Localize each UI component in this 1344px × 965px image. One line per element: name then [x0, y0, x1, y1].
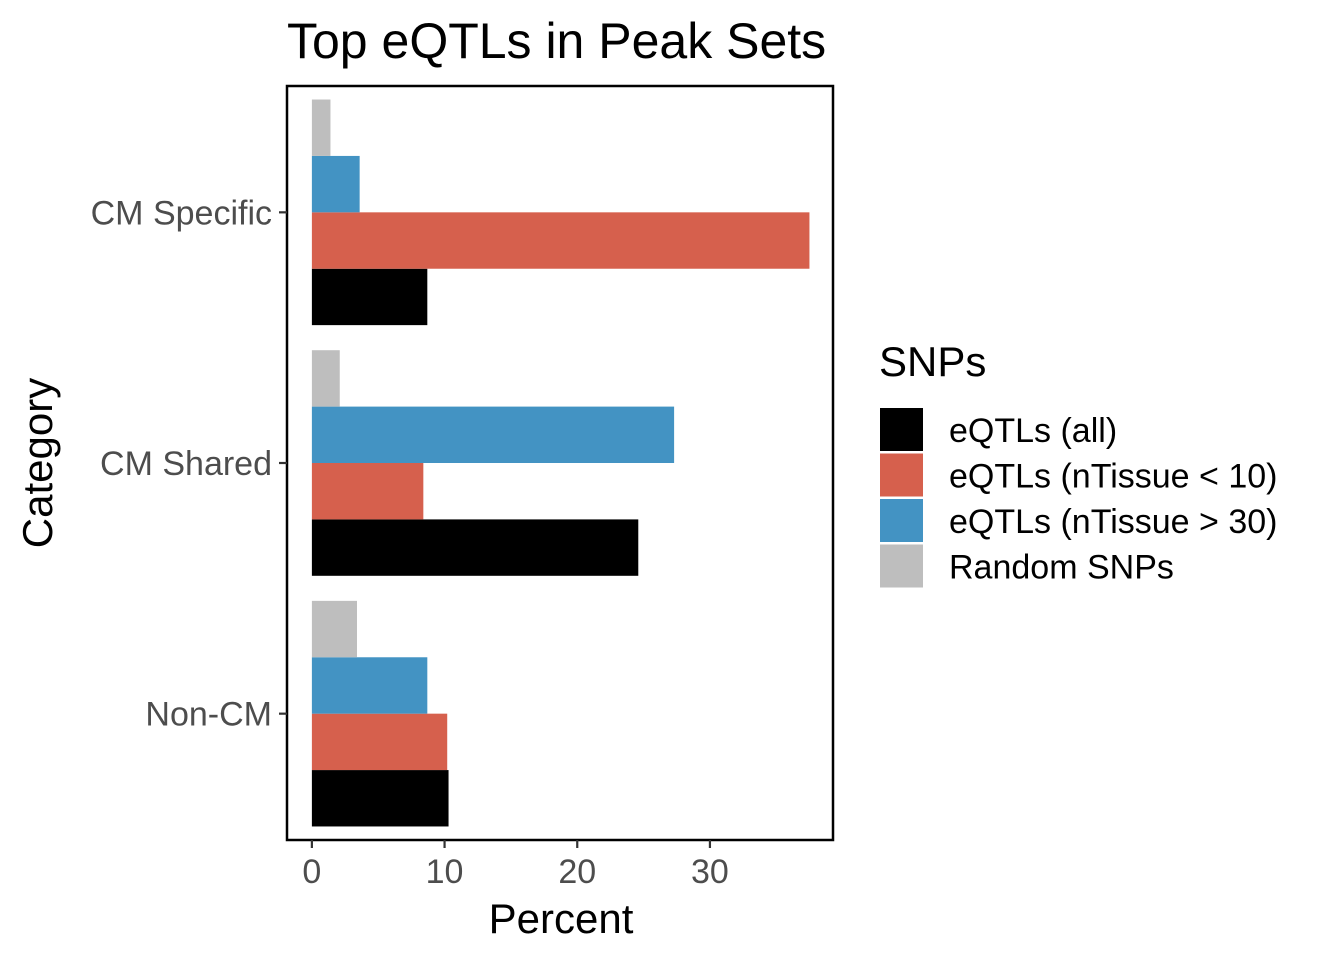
bars-layer	[311, 99, 810, 827]
bar-cm-shared-eqtls-all	[311, 519, 639, 576]
bar-cm-shared-eqtls-ntissue-10	[311, 463, 424, 520]
chart-title: Top eQTLs in Peak Sets	[287, 13, 826, 69]
bar-non-cm-random-snps	[311, 600, 357, 658]
bar-non-cm-eqtls-ntissue-30	[311, 657, 428, 714]
bar-cm-shared-random-snps	[311, 350, 340, 407]
legend-key-random-snps	[880, 544, 923, 588]
bar-cm-shared-eqtls-ntissue-30	[311, 406, 675, 463]
legend: SNPs eQTLs (all) eQTLs (nTissue < 10) eQTL…	[879, 338, 1277, 588]
bar-cm-specific-random-snps	[311, 99, 331, 156]
legend-key-eqtls-ntissue-10	[880, 453, 923, 497]
legend-label-eqtls-ntissue-10: eQTLs (nTissue < 10)	[949, 458, 1277, 496]
y-tick-label-non-cm: Non-CM	[145, 696, 272, 734]
y-tick-label-cm-specific: CM Specific	[91, 194, 272, 232]
legend-title: SNPs	[879, 338, 986, 385]
x-tick-label-0: 0	[302, 853, 321, 891]
legend-label-random-snps: Random SNPs	[949, 549, 1174, 587]
bar-cm-specific-eqtls-ntissue-30	[311, 155, 360, 213]
x-tick-label-20: 20	[558, 853, 596, 891]
bar-non-cm-eqtls-ntissue-10	[311, 713, 448, 771]
x-tick-label-30: 30	[691, 853, 729, 891]
bar-cm-specific-eqtls-ntissue-10	[311, 212, 810, 269]
y-tick-label-cm-shared: CM Shared	[100, 445, 272, 483]
legend-label-eqtls-all: eQTLs (all)	[949, 412, 1117, 450]
bar-non-cm-eqtls-all	[311, 770, 449, 827]
legend-key-eqtls-ntissue-30	[880, 499, 923, 542]
x-tick-label-10: 10	[426, 853, 464, 891]
legend-key-eqtls-all	[880, 408, 923, 451]
x-axis: 0 10 20 30	[302, 840, 729, 891]
y-axis: Non-CM CM Shared CM Specific	[91, 194, 287, 734]
legend-label-eqtls-ntissue-30: eQTLs (nTissue > 30)	[949, 503, 1277, 541]
x-axis-title: Percent	[489, 895, 634, 942]
bar-cm-specific-eqtls-all	[311, 268, 428, 326]
y-axis-title: Category	[14, 378, 61, 548]
